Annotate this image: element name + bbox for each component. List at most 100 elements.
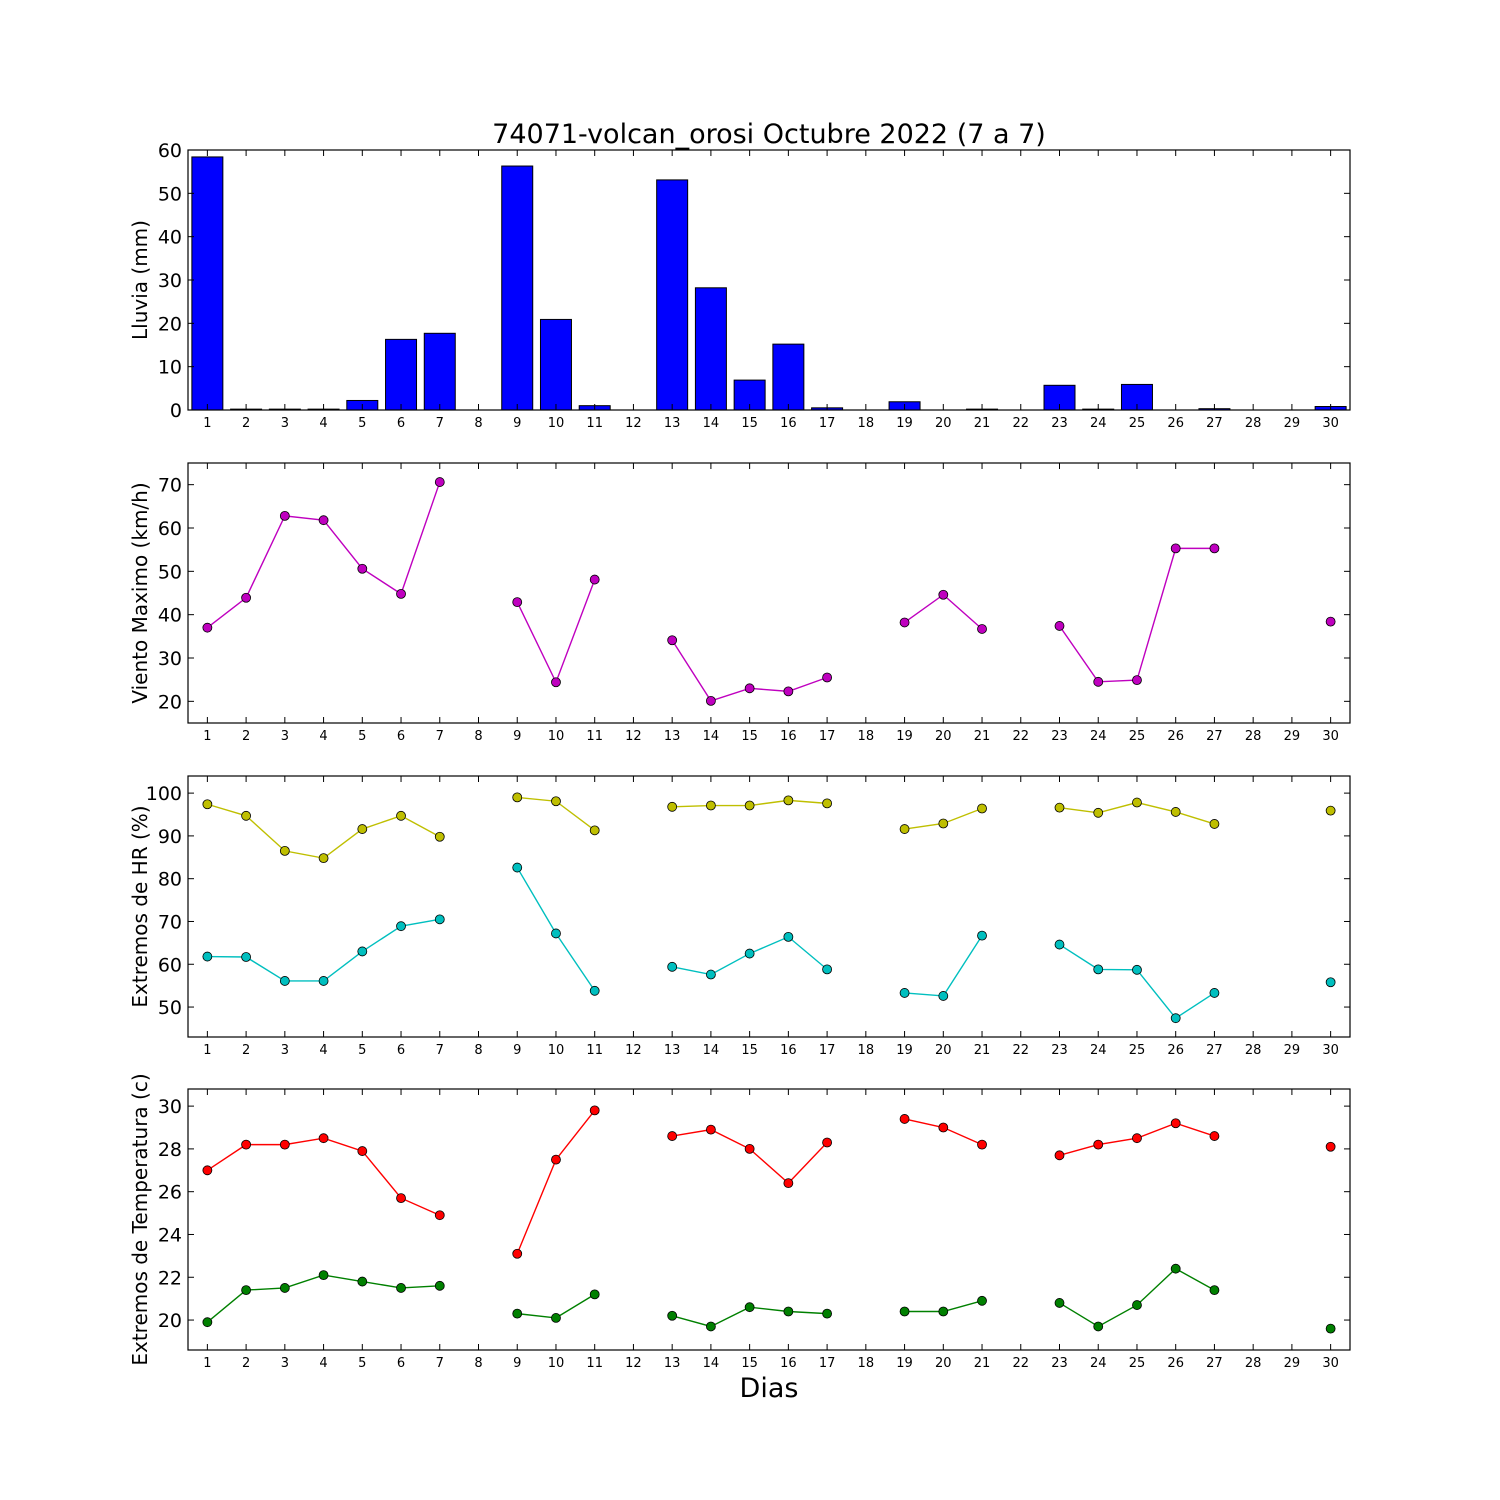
x-tick-label: 26 — [1167, 729, 1184, 744]
data-point — [822, 964, 832, 975]
x-tick-label: 29 — [1284, 1043, 1301, 1058]
x-tick-label: 25 — [1129, 729, 1146, 744]
x-tick-label: 24 — [1090, 1356, 1107, 1371]
x-tick-label: 29 — [1284, 729, 1301, 744]
x-tick-label: 2 — [242, 1043, 250, 1058]
x-tick-label: 9 — [513, 1356, 521, 1371]
y-tick-label: 30 — [158, 1096, 182, 1118]
x-tick-label: 23 — [1051, 1043, 1068, 1058]
y-tick-label: 0 — [170, 400, 182, 422]
y-tick-label: 60 — [158, 140, 182, 162]
x-tick-label: 1 — [203, 729, 211, 744]
x-tick-label: 10 — [548, 729, 565, 744]
data-point — [279, 976, 290, 986]
data-point — [396, 1283, 406, 1293]
y-axis-label: Extremos de Temperatura (c) — [128, 1073, 152, 1365]
data-point — [1054, 802, 1065, 813]
data-point — [241, 592, 252, 603]
x-tick-label: 27 — [1206, 1043, 1223, 1058]
data-point — [938, 991, 949, 1001]
x-tick-label: 3 — [281, 729, 289, 744]
data-point — [202, 799, 213, 810]
data-point — [1170, 543, 1181, 554]
x-tick-label: 22 — [1012, 729, 1029, 744]
x-tick-label: 23 — [1051, 416, 1068, 431]
x-tick-label: 29 — [1284, 416, 1301, 431]
data-point — [667, 801, 678, 812]
x-tick-label: 26 — [1167, 1356, 1184, 1371]
data-point — [396, 921, 406, 932]
y-tick-label: 90 — [158, 826, 182, 848]
data-point — [1325, 1141, 1336, 1152]
x-tick-label: 11 — [586, 1043, 603, 1058]
plot-frame — [187, 775, 1351, 1038]
figure-title: 74071-volcan_orosi Octubre 2022 (7 a 7) — [492, 119, 1046, 150]
data-point — [512, 792, 523, 803]
data-point — [1132, 964, 1142, 975]
x-tick-label: 18 — [858, 1356, 875, 1371]
data-point — [396, 1193, 406, 1204]
data-point — [202, 1165, 213, 1176]
data-point — [667, 1131, 678, 1141]
x-tick-label: 14 — [703, 416, 720, 431]
x-tick-label: 11 — [586, 416, 603, 431]
data-point — [241, 1285, 252, 1295]
data-point — [589, 574, 600, 585]
data-point — [357, 1276, 368, 1287]
x-tick-label: 5 — [358, 1356, 366, 1371]
data-point — [1132, 1133, 1142, 1144]
data-point — [551, 1154, 561, 1165]
series-2 — [202, 1263, 1336, 1334]
data-point — [1325, 805, 1336, 816]
data-point — [512, 1308, 523, 1319]
y-tick-label: 50 — [158, 183, 182, 205]
data-point — [279, 1139, 290, 1150]
x-tick-label: 25 — [1129, 416, 1146, 431]
data-point — [1209, 1285, 1220, 1295]
x-tick-label: 12 — [625, 1043, 642, 1058]
x-tick-label: 25 — [1129, 1356, 1146, 1371]
y-tick-label: 28 — [158, 1139, 182, 1161]
x-tick-label: 30 — [1322, 416, 1339, 431]
x-tick-label: 4 — [319, 729, 327, 744]
data-point — [977, 1139, 987, 1150]
data-point — [899, 1114, 910, 1124]
x-tick-label: 17 — [819, 416, 836, 431]
x-axis-label: Dias — [740, 1373, 799, 1404]
data-point — [783, 1306, 794, 1317]
data-point — [589, 1289, 600, 1300]
data-point — [589, 1105, 600, 1116]
data-point — [1132, 675, 1142, 685]
y-axis-label: Extremos de HR (%) — [128, 805, 152, 1007]
data-point — [1054, 621, 1065, 631]
x-tick-label: 28 — [1245, 416, 1262, 431]
data-point — [551, 1313, 561, 1323]
data-point — [1132, 1300, 1142, 1310]
x-tick-label: 24 — [1090, 729, 1107, 744]
data-point — [1209, 1131, 1220, 1141]
x-tick-label: 27 — [1206, 1356, 1223, 1371]
data-point — [899, 824, 910, 834]
data-point — [551, 796, 561, 807]
x-tick-label: 15 — [741, 416, 758, 431]
x-tick-label: 22 — [1012, 416, 1029, 431]
x-tick-label: 11 — [586, 1356, 603, 1371]
data-point — [551, 677, 561, 688]
x-tick-label: 3 — [281, 416, 289, 431]
bar — [656, 179, 689, 411]
data-point — [899, 988, 910, 998]
x-tick-label: 20 — [935, 416, 952, 431]
y-tick-label: 10 — [158, 357, 182, 379]
x-tick-label: 22 — [1012, 1356, 1029, 1371]
y-tick-label: 50 — [158, 997, 182, 1019]
x-tick-label: 6 — [397, 1356, 405, 1371]
data-point — [938, 1122, 949, 1133]
data-point — [1325, 1323, 1336, 1334]
y-axis-label: Lluvia (mm) — [128, 220, 152, 340]
x-tick-label: 8 — [474, 1356, 482, 1371]
data-point — [744, 1302, 755, 1313]
bar — [539, 318, 572, 411]
data-point — [744, 683, 755, 694]
data-point — [396, 588, 406, 599]
